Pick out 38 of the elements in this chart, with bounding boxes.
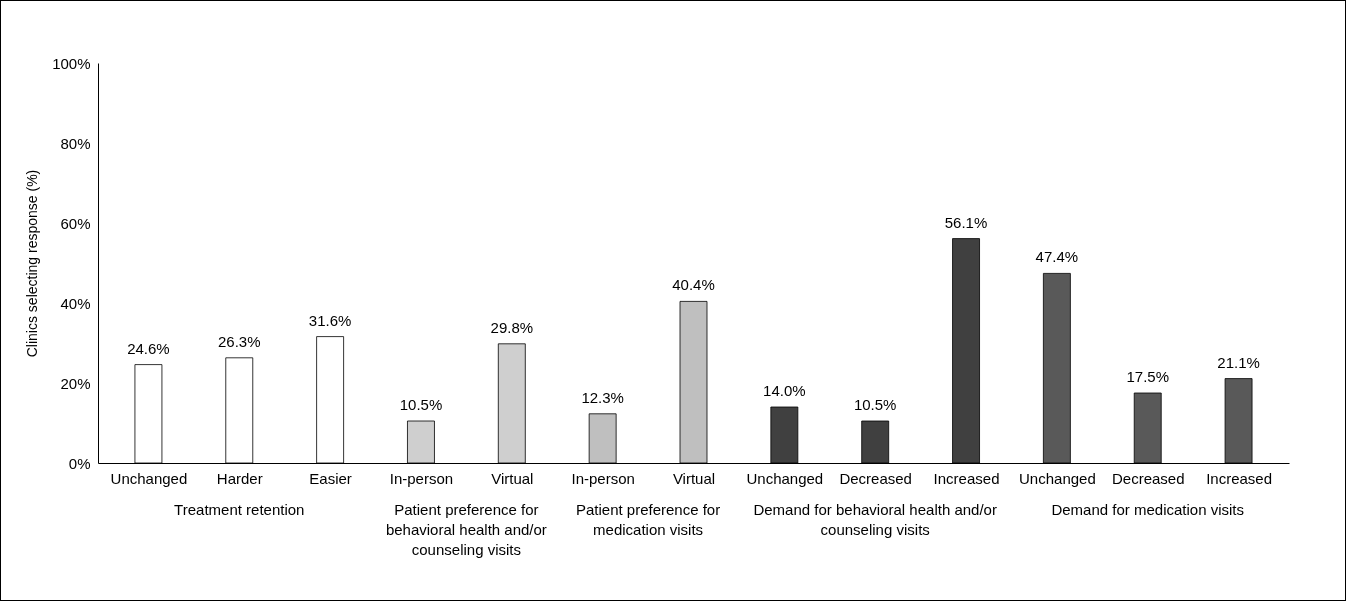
text: Patient preference for medication visits [575, 501, 721, 538]
x-tick-label: Easier [309, 469, 352, 487]
x-tick-label: In-person [571, 469, 635, 487]
x-tick-label: Increased [1206, 469, 1273, 487]
y-tick-label: 80% [60, 134, 91, 152]
x-tick-label: Decreased [1111, 469, 1185, 487]
data-label: 21.1% [1217, 353, 1260, 371]
y-axis-title: Clinics selecting response (%) [24, 169, 41, 358]
text: Demand for medication visits [1051, 501, 1245, 518]
x-tick-label: Unchanged [746, 469, 824, 487]
text: Demand for behavioral health and/or counseling visits [753, 501, 997, 538]
data-label: 10.5% [399, 396, 443, 413]
data-label: 24.6% [127, 339, 170, 357]
data-label: 12.3% [581, 388, 624, 406]
y-tick-label: 0% [68, 454, 91, 472]
data-label: 31.6% [308, 311, 352, 329]
x-tick-label: Increased [933, 469, 1000, 487]
y-tick-label: 40% [60, 294, 91, 312]
data-label: 26.3% [218, 332, 261, 350]
text: Treatment retention [174, 501, 305, 518]
data-label: 10.5% [853, 396, 897, 413]
text: Patient preference for behavioral health and/or counseling visits [385, 501, 547, 558]
x-tick-label: Harder [216, 469, 263, 487]
y-tick-label: 20% [60, 374, 91, 392]
data-label: 29.8% [490, 318, 534, 336]
x-tick-label: In-person [389, 469, 454, 487]
x-tick-label: Unchanged [110, 469, 188, 487]
data-label: 14.0% [763, 382, 806, 399]
x-tick-label: Decreased [839, 469, 912, 487]
data-label: 17.5% [1126, 368, 1169, 385]
x-tick-label: Virtual [672, 469, 716, 487]
data-label: 56.1% [944, 213, 988, 231]
x-tick-label: Unchanged [1019, 469, 1096, 487]
x-tick-label: Virtual [491, 469, 534, 487]
data-label: 40.4% [672, 276, 715, 294]
y-tick-label: 100% [52, 54, 91, 72]
data-label: 47.4% [1035, 248, 1079, 266]
y-tick-label: 60% [60, 214, 91, 232]
